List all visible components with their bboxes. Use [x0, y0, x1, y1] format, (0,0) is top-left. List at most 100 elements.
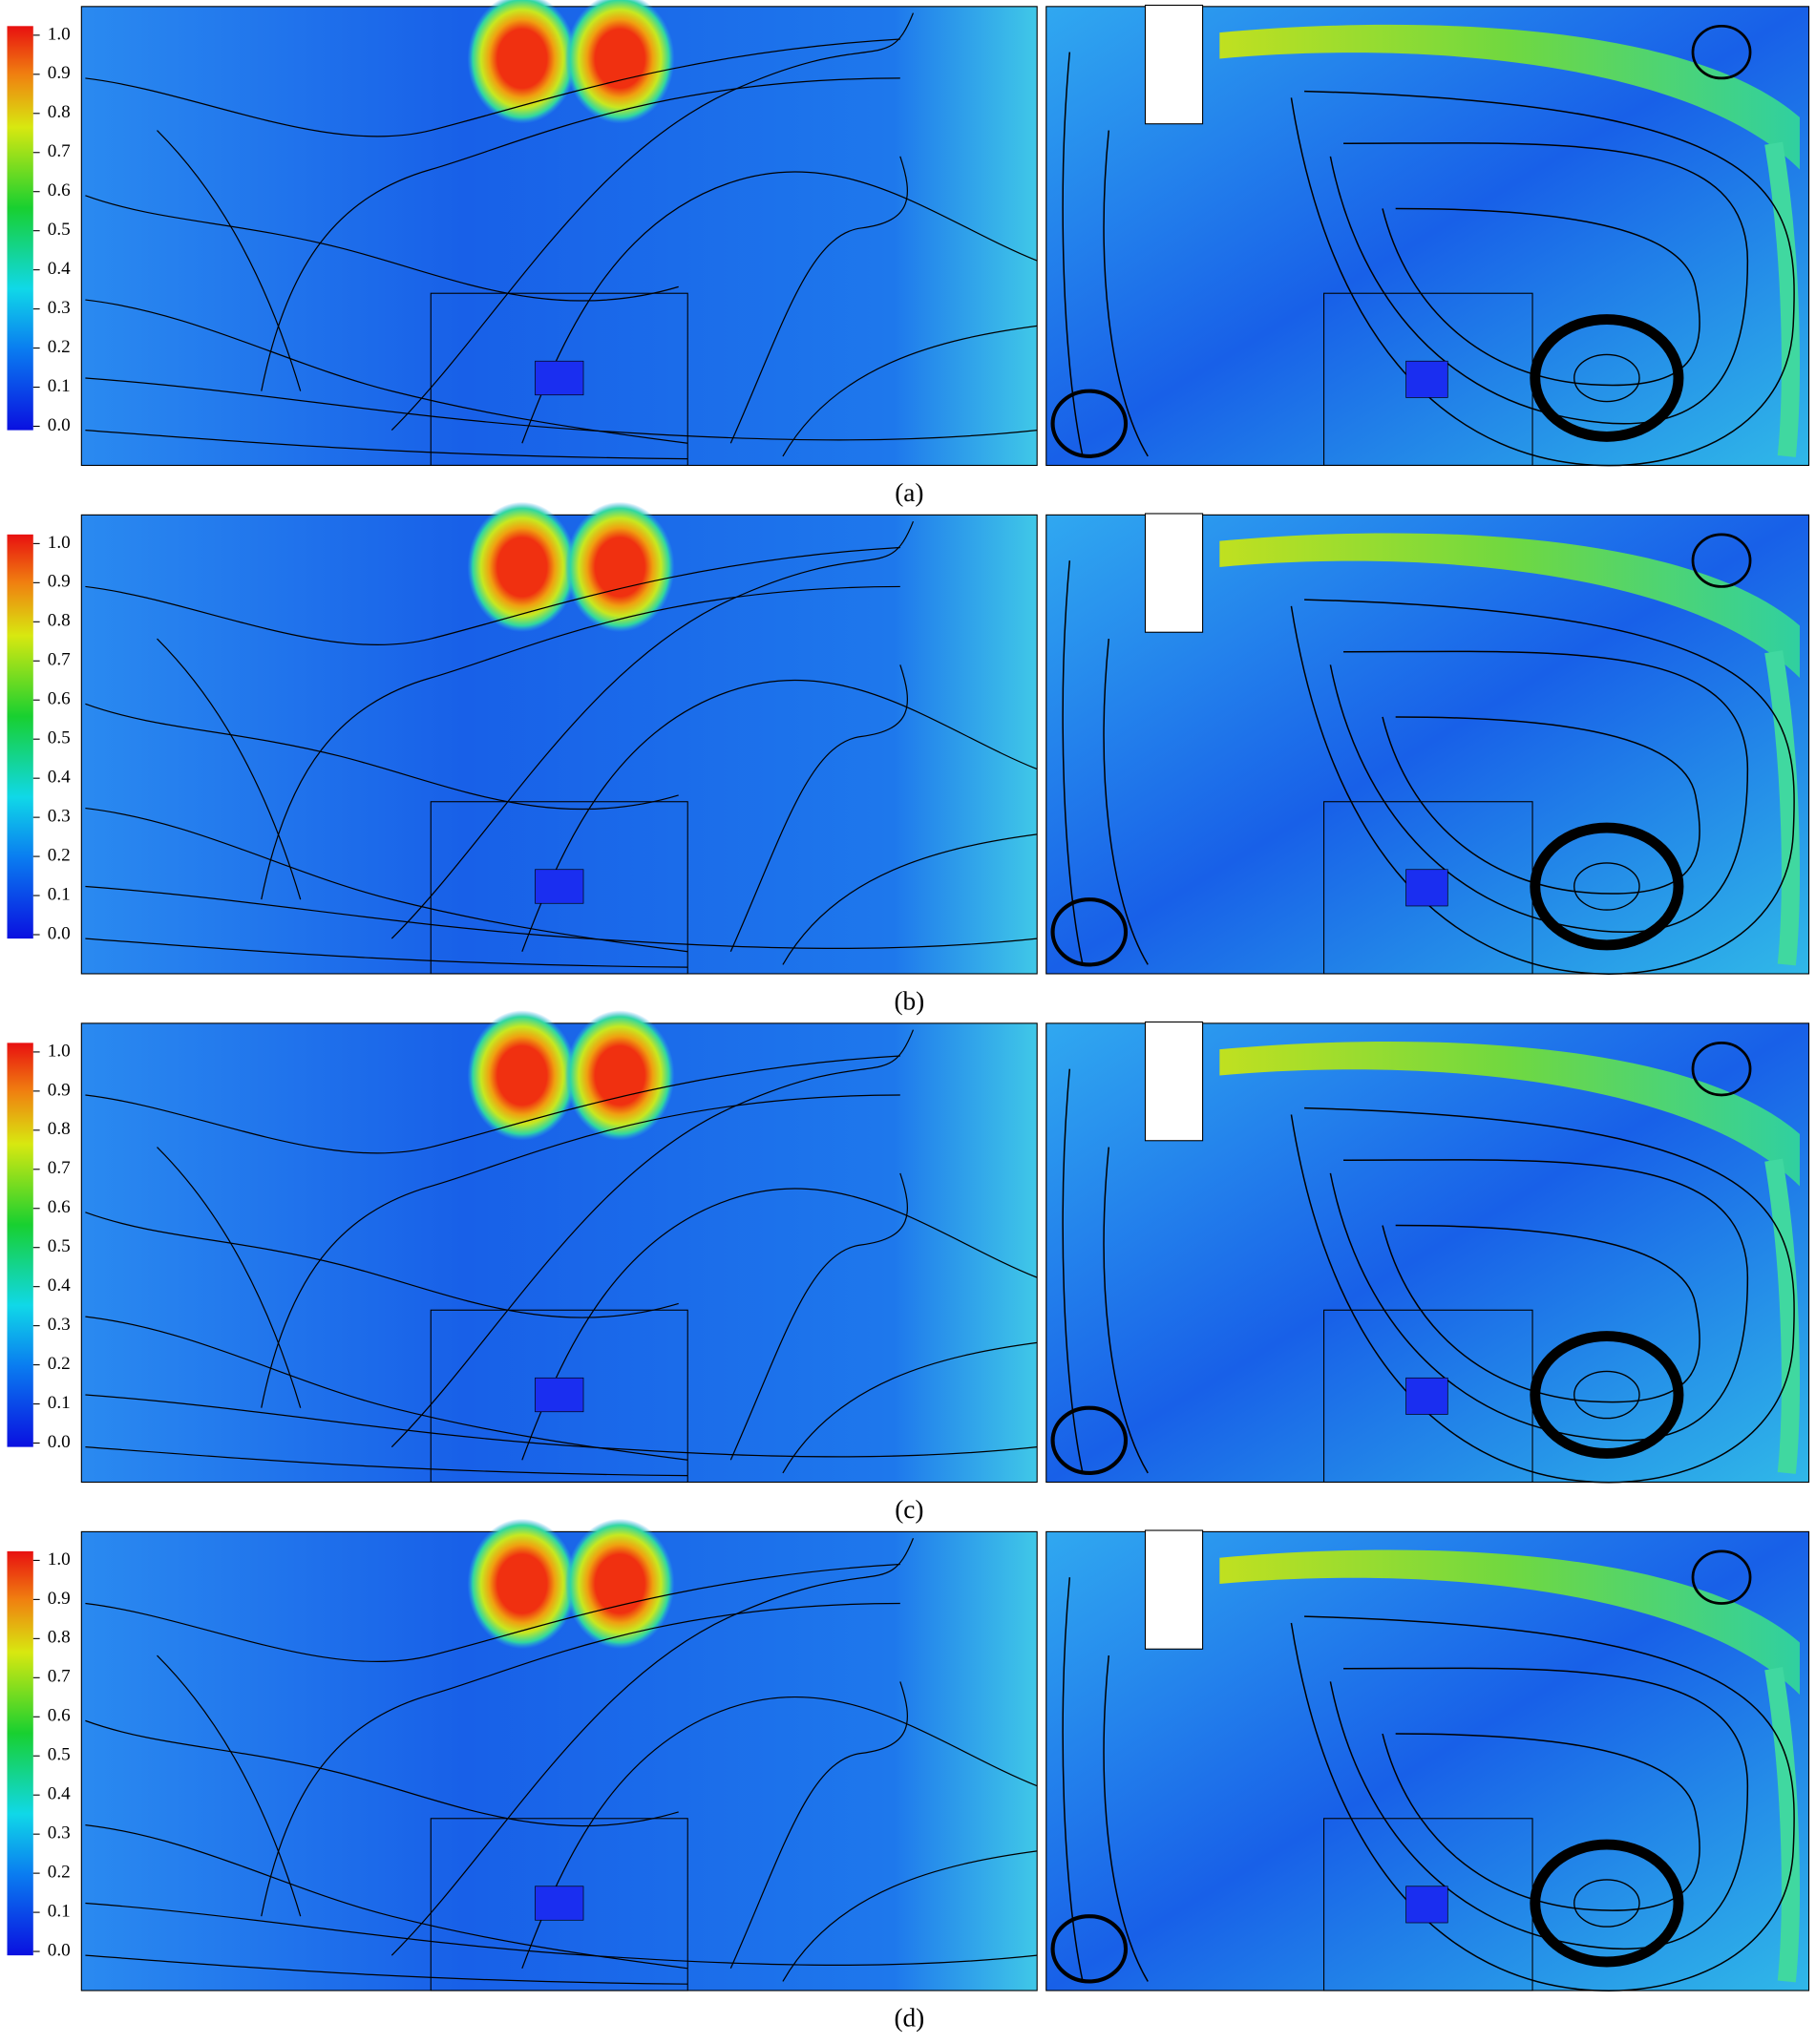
colorbar: [7, 26, 33, 431]
streamline: [85, 38, 900, 137]
colorbar-label: 0.4: [48, 1784, 71, 1804]
streamline: [1290, 1106, 1795, 1484]
streamline: [1382, 1224, 1700, 1403]
panel-label: (b): [894, 987, 924, 1016]
inlet-block: [1405, 360, 1448, 398]
colorbar-label: 0.2: [48, 845, 71, 865]
colorbar-label: 0.5: [48, 1236, 71, 1256]
streamline: [85, 195, 679, 302]
streamline: [1290, 1615, 1795, 1991]
colorbar-label: 0.0: [48, 1940, 71, 1960]
panel-row: 0.0 0.1 0.2 0.3 0.4 0.5 0.6 0.7 0.8 0.9 1.0 (d): [7, 1518, 1810, 2033]
streamline: [729, 664, 909, 953]
colorbar-label: 0.7: [48, 1667, 71, 1687]
vortex: [1573, 1879, 1640, 1928]
colorbar-label: 0.8: [48, 1628, 71, 1648]
vortex: [1573, 1370, 1640, 1420]
panel-label: (a): [895, 478, 923, 507]
zone-outline: [430, 1818, 688, 1991]
hot-spot: [564, 1518, 675, 1650]
jet-band: [1764, 141, 1800, 457]
streamline: [782, 325, 1038, 457]
jet-band: [1764, 650, 1800, 966]
streamline: [1062, 52, 1084, 457]
vortex: [1530, 1839, 1684, 1968]
streamline: [1103, 1147, 1149, 1474]
colorbar-label: 0.1: [48, 1901, 71, 1921]
colorbar-label: 0.9: [48, 572, 71, 592]
streamline: [1290, 90, 1795, 467]
colorbar-label: 0.8: [48, 102, 71, 122]
streamline: [85, 546, 900, 646]
vortex: [1050, 389, 1129, 458]
colorbar-label: 0.3: [48, 298, 71, 318]
streamline: [782, 1850, 1038, 1982]
colorbar-label: 0.2: [48, 1354, 71, 1374]
colorbar-label: 0.6: [48, 180, 71, 200]
colorbar-label: 0.3: [48, 1315, 71, 1335]
streamline: [521, 171, 1038, 444]
inlet-block: [1405, 1886, 1448, 1924]
colorbar-label: 0.9: [48, 63, 71, 83]
streamline: [521, 1696, 1038, 1970]
colorbar-label: 0.4: [48, 259, 71, 279]
jet-band: [1219, 24, 1800, 170]
colorbar-label: 1.0: [48, 533, 71, 553]
colorbar-label: 0.7: [48, 141, 71, 161]
zone-outline: [1323, 1818, 1533, 1991]
streamline: [1382, 1733, 1700, 1911]
colorbar-label: 0.4: [48, 1275, 71, 1296]
panel-row: 0.0 0.1 0.2 0.3 0.4 0.5 0.6 0.7 0.8 0.9 1.0 (a): [7, 0, 1810, 507]
colorbar-label: 0.0: [48, 923, 71, 943]
streamline: [521, 679, 1038, 952]
vortex: [1691, 1549, 1752, 1605]
colorbar: [7, 534, 33, 939]
panel-row: 0.0 0.1 0.2 0.3 0.4 0.5 0.6 0.7 0.8 0.9 1.0 (b): [7, 501, 1810, 1016]
zone-outline: [430, 801, 688, 975]
streamline: [85, 1719, 679, 1827]
streamline: [391, 12, 915, 432]
inlet-block: [535, 1377, 584, 1413]
colorbar-label: 0.2: [48, 1863, 71, 1883]
colorbar-label: 0.9: [48, 1080, 71, 1100]
notch: [1144, 1021, 1204, 1142]
vortex: [1530, 314, 1684, 442]
jet-band: [1764, 1158, 1800, 1474]
colorbar-label: 0.3: [48, 1823, 71, 1844]
zone-outline: [1323, 801, 1533, 975]
inlet-block: [1405, 869, 1448, 907]
colorbar-label: 0.0: [48, 415, 71, 435]
jet-band: [1219, 1549, 1800, 1696]
streamline: [782, 833, 1038, 965]
hot-spot: [467, 0, 578, 124]
colorbar-label: 0.4: [48, 768, 71, 788]
streamline: [85, 429, 688, 460]
zone-outline: [1323, 1309, 1533, 1484]
streamline: [85, 1446, 688, 1477]
jet-band: [1764, 1667, 1800, 1983]
hot-spot: [467, 501, 578, 633]
streamline: [261, 1602, 900, 1917]
streamline: [391, 1537, 915, 1956]
streamline: [261, 1094, 900, 1408]
colorbar-label: 0.9: [48, 1589, 71, 1609]
streamline: [1382, 207, 1700, 387]
streamline: [85, 1954, 688, 1985]
panel-label: (c): [895, 1495, 923, 1524]
streamline: [85, 1902, 1038, 1967]
streamline: [85, 938, 688, 968]
colorbar-label: 0.5: [48, 1745, 71, 1765]
vortex: [1691, 533, 1752, 588]
streamline: [1062, 1577, 1084, 1982]
panel-label: (d): [894, 2004, 924, 2033]
colorbar-label: 0.5: [48, 220, 71, 240]
streamline: [1103, 130, 1149, 457]
streamline: [729, 1172, 909, 1461]
jet-band: [1219, 533, 1800, 679]
colorbar-label: 0.5: [48, 728, 71, 748]
streamline: [157, 1147, 302, 1408]
colorbar-label: 0.6: [48, 689, 71, 709]
colorbar-label: 0.7: [48, 650, 71, 670]
streamline: [85, 703, 679, 811]
